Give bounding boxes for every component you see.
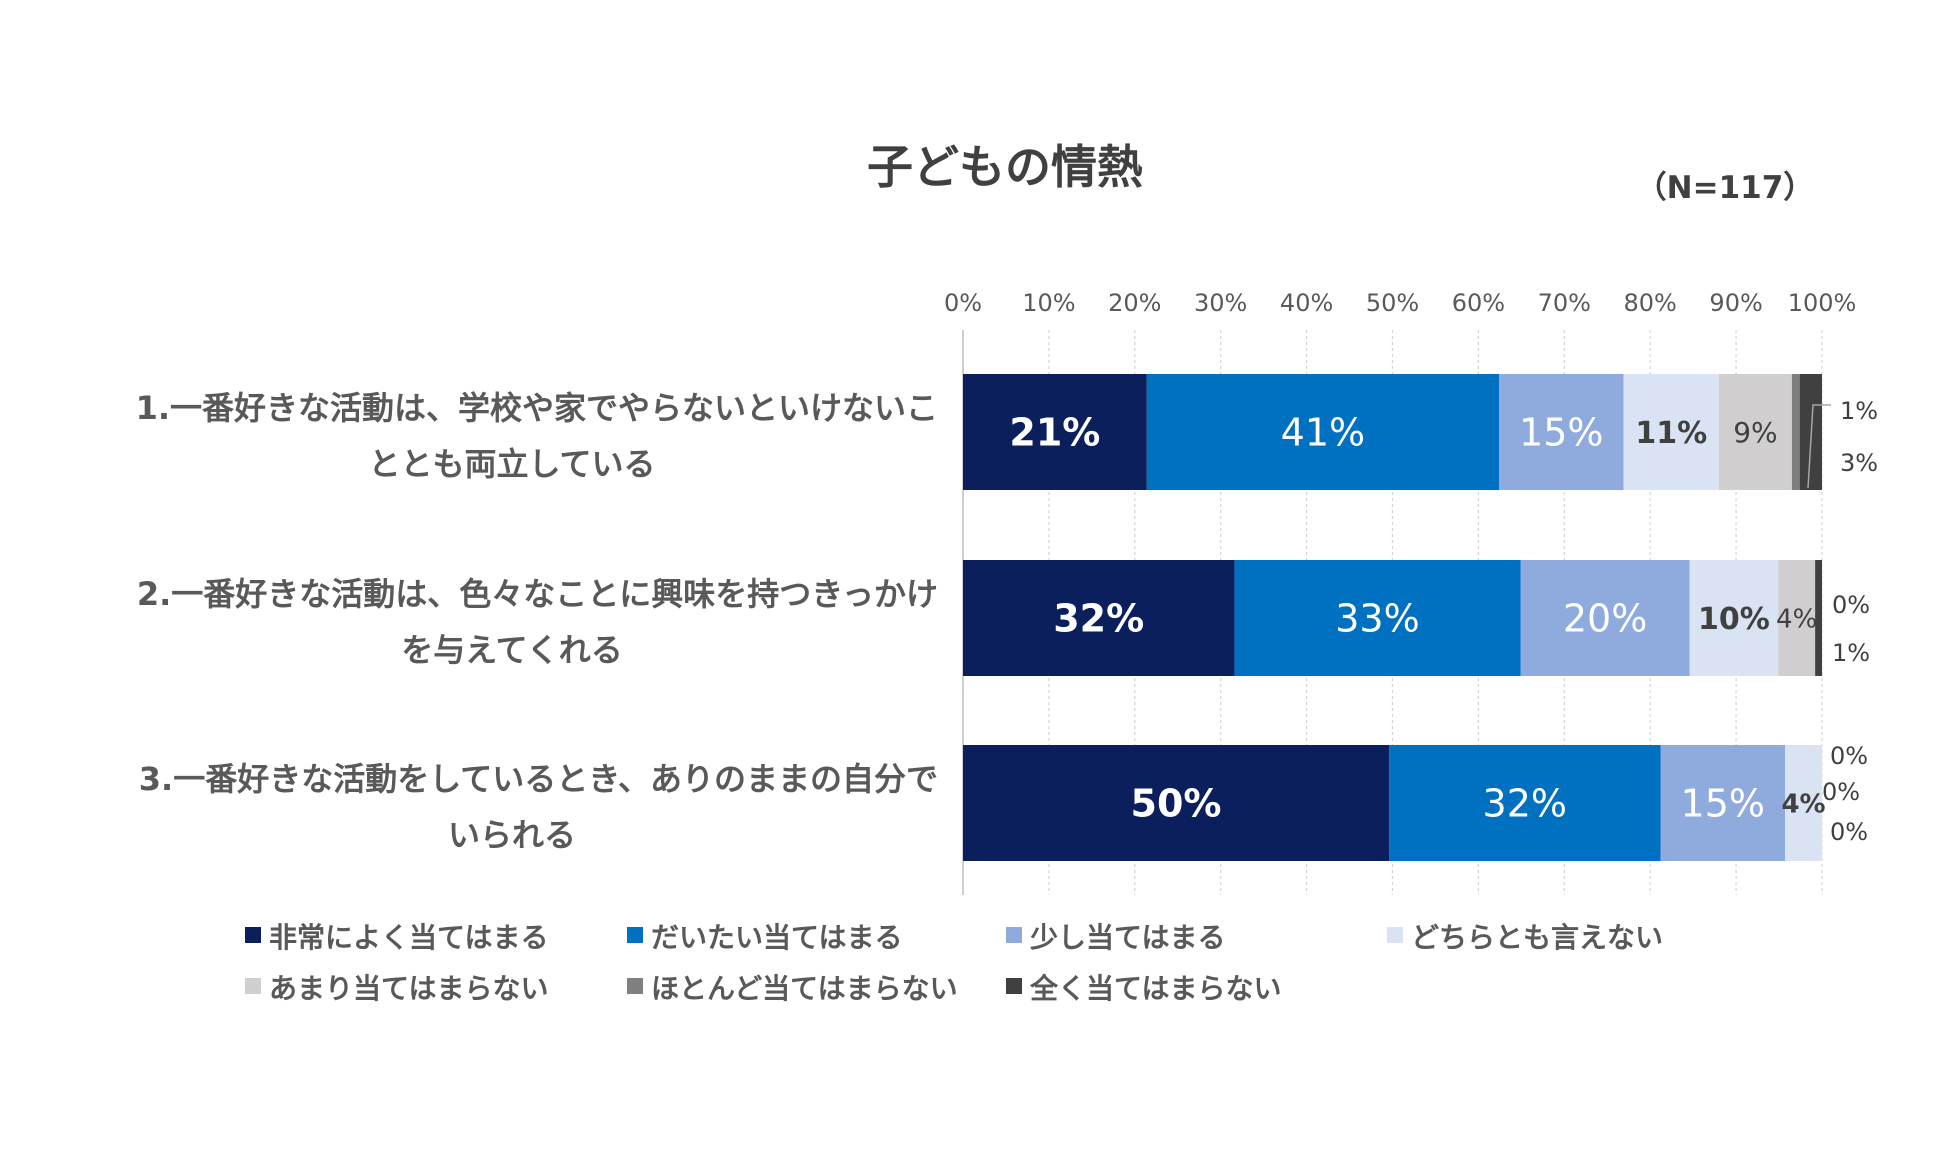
bar-segment (1778, 560, 1816, 676)
data-label: 3% (1840, 449, 1878, 477)
legend-swatch (1006, 927, 1022, 943)
bar-segment (1660, 745, 1786, 861)
bar-segment (1623, 374, 1719, 490)
legend-label: 全く当てはまらない (1029, 972, 1281, 1005)
legend-label: 少し当てはまる (1030, 921, 1225, 954)
legend-label: だいたい当てはまる (651, 921, 902, 954)
data-label: 11% (1635, 416, 1707, 451)
data-label: 15% (1519, 411, 1603, 455)
data-label: 1% (1840, 397, 1878, 425)
x-tick-label: 80% (1624, 289, 1677, 317)
legend-label: 非常によく当てはまる (269, 921, 548, 954)
legend-swatch (245, 927, 261, 943)
leader-line (1807, 404, 1831, 489)
bar-segment (1146, 374, 1500, 490)
legend-swatch (1387, 927, 1403, 943)
data-label: 32% (1483, 782, 1567, 826)
category-label-line2: いられる (448, 816, 576, 854)
x-axis-ticks: 0% 10% 20% 30% 40% 50% 60% 70% 80% 90% 100% (944, 289, 1856, 317)
data-label: 41% (1281, 411, 1365, 455)
x-tick-label: 60% (1452, 289, 1505, 317)
bar-segment (1520, 560, 1690, 676)
data-label: 50% (1131, 782, 1222, 826)
bar-segment (1689, 560, 1779, 676)
data-label: 0% (1830, 742, 1868, 770)
bar-segment (1791, 374, 1800, 490)
data-label: 20% (1563, 597, 1647, 641)
data-label: 10% (1698, 602, 1770, 637)
legend-label: ほとんど当てはまらない (651, 972, 958, 1005)
data-label: 0% (1830, 818, 1868, 846)
data-label: 1% (1832, 639, 1870, 667)
category-label-line2: ととも両立している (368, 445, 655, 483)
data-label: 0% (1822, 778, 1860, 806)
bar-segment (1234, 560, 1521, 676)
category-label-line1: 3.一番好きな活動をしているとき、ありのままの自分で (139, 760, 938, 798)
legend: 非常によく当てはまる だいたい当てはまる 少し当てはまる どちらとも言えないあまり当て… (245, 921, 1663, 1005)
category-label-line2: を与えてくれる (401, 631, 622, 669)
chart-title: 子どもの情熱 (867, 140, 1143, 194)
data-label: 21% (1009, 411, 1100, 455)
data-label: 9% (1733, 416, 1777, 449)
bar-segment (963, 374, 1147, 490)
legend-label: どちらとも言えない (1411, 921, 1663, 954)
legend-swatch (245, 978, 261, 994)
x-tick-label: 0% (944, 289, 982, 317)
category-label-line1: 1.一番好きな活動は、学校や家でやらないといけないこ (136, 389, 938, 427)
data-label: 32% (1053, 597, 1144, 641)
bar-segment (963, 745, 1390, 861)
x-tick-label: 40% (1280, 289, 1333, 317)
x-tick-label: 100% (1788, 289, 1857, 317)
x-tick-label: 20% (1108, 289, 1161, 317)
data-label: 0% (1832, 591, 1870, 619)
data-label: 15% (1681, 782, 1765, 826)
legend-swatch (627, 978, 643, 994)
bar-segment (1785, 745, 1822, 861)
data-label: 4% (1781, 789, 1825, 819)
x-tick-label: 10% (1022, 289, 1075, 317)
x-tick-label: 50% (1366, 289, 1419, 317)
legend-swatch (627, 927, 643, 943)
bar-segment (1499, 374, 1624, 490)
sample-size-label: （N=117） (1636, 170, 1815, 206)
x-tick-label: 30% (1194, 289, 1247, 317)
bar-segment (1815, 560, 1822, 676)
bars: 21% 41% 15% 11% 9%32% 33% 20% 10% 4%50% 32% 15% 4% (963, 374, 1826, 861)
data-label: 33% (1335, 597, 1419, 641)
bar-segment (963, 560, 1235, 676)
data-label: 4% (1776, 604, 1817, 634)
legend-swatch (1006, 978, 1022, 994)
bar-segment (1389, 745, 1661, 861)
legend-label: あまり当てはまらない (269, 972, 548, 1005)
category-label-line1: 2.一番好きな活動は、色々なことに興味を持つきっかけ (137, 575, 938, 613)
bar-segment (1718, 374, 1792, 490)
x-tick-label: 90% (1709, 289, 1762, 317)
x-tick-label: 70% (1538, 289, 1591, 317)
outside-labels: 1% 3% 0% 1% 0% 0% 0% (1807, 397, 1878, 846)
